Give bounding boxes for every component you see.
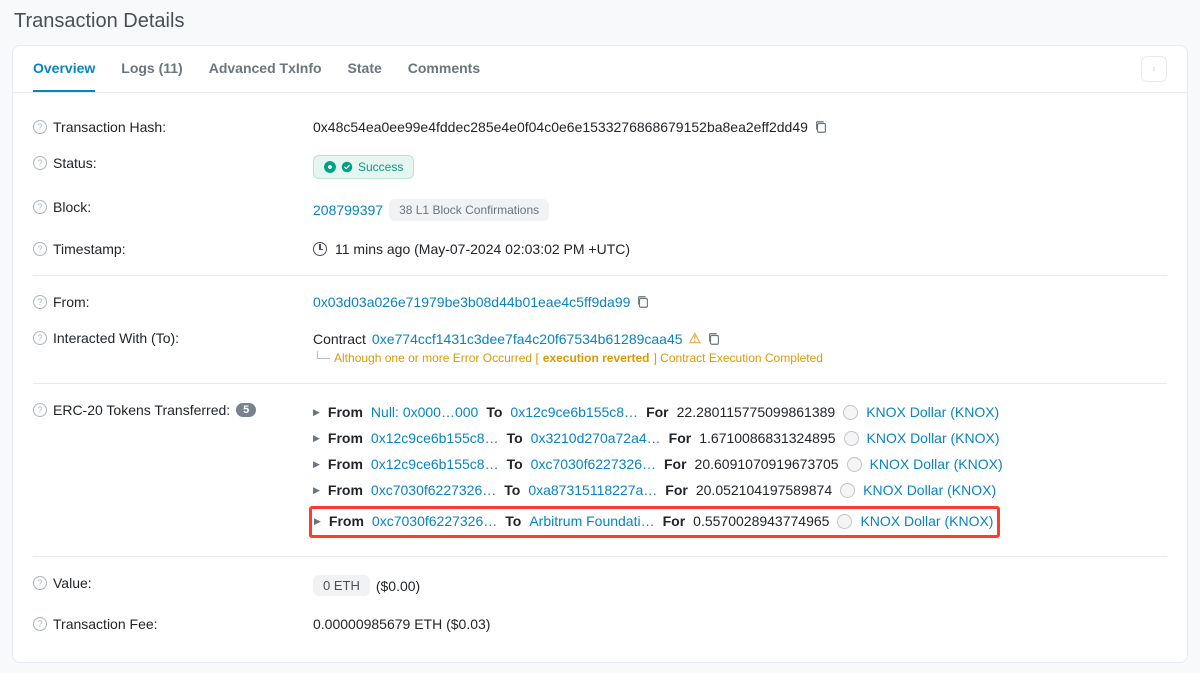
help-icon[interactable]: ? [33, 295, 47, 309]
copy-icon[interactable] [707, 332, 721, 346]
tab-overview[interactable]: Overview [33, 46, 95, 92]
tab-advanced[interactable]: Advanced TxInfo [209, 46, 322, 92]
row-value: ? Value: 0 ETH ($0.00) [33, 556, 1167, 606]
tabs-bar: Overview Logs (11) Advanced TxInfo State… [13, 46, 1187, 93]
token-icon [847, 457, 862, 472]
transfer-from-link[interactable]: Null: 0x000…000 [371, 404, 478, 420]
transfer-amount: 1.6710086831324895 [699, 430, 835, 446]
row-from: ? From: 0x03d03a026e71979be3b08d44b01eae… [33, 275, 1167, 320]
caret-right-icon[interactable]: ▶ [313, 433, 320, 444]
transfer-row: ▶From0xc7030f6227326…To0xa87315118227a…F… [313, 480, 1167, 500]
row-status: ? Status: Success [33, 145, 1167, 189]
transfer-row: ▶From0x12c9ce6b155c8…To0xc7030f6227326…F… [313, 454, 1167, 474]
to-contract-label: Contract [313, 331, 366, 347]
token-link[interactable]: KNOX Dollar (KNOX) [866, 404, 999, 420]
help-icon[interactable]: ? [33, 576, 47, 590]
label-fee: Transaction Fee: [53, 616, 158, 632]
help-icon[interactable]: ? [33, 200, 47, 214]
from-address-link[interactable]: 0x03d03a026e71979be3b08d44b01eae4c5ff9da… [313, 294, 630, 310]
caret-right-icon[interactable]: ▶ [314, 516, 321, 527]
label-erc20: ERC-20 Tokens Transferred: [53, 402, 230, 418]
label-tx-hash: Transaction Hash: [53, 119, 166, 135]
help-icon[interactable]: ? [33, 617, 47, 631]
tab-logs[interactable]: Logs (11) [121, 46, 182, 92]
clock-icon [313, 242, 327, 256]
transfer-amount: 20.6091070919673705 [695, 456, 839, 472]
token-icon [840, 483, 855, 498]
token-icon [843, 405, 858, 420]
caret-right-icon[interactable]: ▶ [313, 407, 320, 418]
value-usd: ($0.00) [376, 578, 420, 594]
label-to: Interacted With (To): [53, 330, 179, 346]
token-link[interactable]: KNOX Dollar (KNOX) [867, 430, 1000, 446]
tab-menu-button[interactable] [1141, 56, 1167, 82]
token-link[interactable]: KNOX Dollar (KNOX) [870, 456, 1003, 472]
copy-icon[interactable] [814, 120, 828, 134]
transfer-to-link[interactable]: 0x12c9ce6b155c8… [510, 404, 638, 420]
transfer-amount: 22.280115775099861389 [677, 404, 836, 420]
caret-right-icon[interactable]: ▶ [313, 459, 320, 470]
status-badge: Success [313, 155, 414, 179]
row-tx-hash: ? Transaction Hash: 0x48c54ea0ee99e4fdde… [33, 109, 1167, 145]
transfer-amount: 20.052104197589874 [696, 482, 832, 498]
row-timestamp: ? Timestamp: 11 mins ago (May-07-2024 02… [33, 231, 1167, 267]
warning-icon: ⚠ [689, 330, 702, 347]
token-icon [837, 514, 852, 529]
tab-state[interactable]: State [348, 46, 382, 92]
token-icon [844, 431, 859, 446]
value-eth-pill: 0 ETH [313, 575, 370, 596]
transfer-to-link[interactable]: 0xc7030f6227326… [531, 456, 656, 472]
row-to: ? Interacted With (To): Contract 0xe774c… [33, 320, 1167, 375]
label-value: Value: [53, 575, 92, 591]
help-icon[interactable]: ? [33, 120, 47, 134]
tab-comments[interactable]: Comments [408, 46, 480, 92]
help-icon[interactable]: ? [33, 403, 47, 417]
tx-hash-value: 0x48c54ea0ee99e4fddec285e4e0f04c0e6e1533… [313, 119, 808, 135]
transfer-to-link[interactable]: Arbitrum Foundati… [529, 513, 654, 529]
page-title: Transaction Details [12, 10, 1188, 33]
check-circle-icon [341, 161, 353, 173]
row-block: ? Block: 208799397 38 L1 Block Confirmat… [33, 189, 1167, 231]
to-address-link[interactable]: 0xe774ccf1431c3dee7fa4c20f67534b61289caa… [372, 331, 683, 347]
transfer-row: ▶FromNull: 0x000…000To0x12c9ce6b155c8…Fo… [313, 402, 1167, 422]
token-link[interactable]: KNOX Dollar (KNOX) [863, 482, 996, 498]
transfers-list: ▶FromNull: 0x000…000To0x12c9ce6b155c8…Fo… [313, 402, 1167, 538]
timestamp-value: 11 mins ago (May-07-2024 02:03:02 PM +UT… [335, 241, 630, 257]
token-link[interactable]: KNOX Dollar (KNOX) [860, 513, 993, 529]
transfer-to-link[interactable]: 0x3210d270a72a4… [531, 430, 661, 446]
transaction-card: Overview Logs (11) Advanced TxInfo State… [12, 45, 1188, 663]
transfer-row: ▶From0x12c9ce6b155c8…To0x3210d270a72a4…F… [313, 428, 1167, 448]
row-fee: ? Transaction Fee: 0.00000985679 ETH ($0… [33, 606, 1167, 642]
row-erc20: ? ERC-20 Tokens Transferred: 5 ▶FromNull… [33, 383, 1167, 548]
fee-value: 0.00000985679 ETH ($0.03) [313, 616, 490, 632]
transfer-to-link[interactable]: 0xa87315118227a… [528, 482, 657, 498]
label-timestamp: Timestamp: [53, 241, 126, 257]
transfer-from-link[interactable]: 0x12c9ce6b155c8… [371, 456, 499, 472]
to-warning-note: └─ Although one or more Error Occurred [… [313, 351, 823, 365]
transfer-from-link[interactable]: 0x12c9ce6b155c8… [371, 430, 499, 446]
copy-icon[interactable] [636, 295, 650, 309]
help-icon[interactable]: ? [33, 331, 47, 345]
dots-vertical-icon [1152, 62, 1156, 76]
transfer-amount: 0.5570028943774965 [693, 513, 829, 529]
block-number-link[interactable]: 208799397 [313, 202, 383, 218]
transfer-from-link[interactable]: 0xc7030f6227326… [372, 513, 497, 529]
label-status: Status: [53, 155, 97, 171]
label-from: From: [53, 294, 90, 310]
help-icon[interactable]: ? [33, 156, 47, 170]
caret-right-icon[interactable]: ▶ [313, 485, 320, 496]
highlighted-transfer: ▶From0xc7030f6227326…ToArbitrum Foundati… [309, 506, 1000, 538]
erc20-count-badge: 5 [236, 403, 256, 417]
transfer-row: ▶From0xc7030f6227326…ToArbitrum Foundati… [314, 511, 993, 531]
block-confirmations-pill: 38 L1 Block Confirmations [389, 199, 549, 221]
label-block: Block: [53, 199, 91, 215]
help-icon[interactable]: ? [33, 242, 47, 256]
transfer-from-link[interactable]: 0xc7030f6227326… [371, 482, 496, 498]
